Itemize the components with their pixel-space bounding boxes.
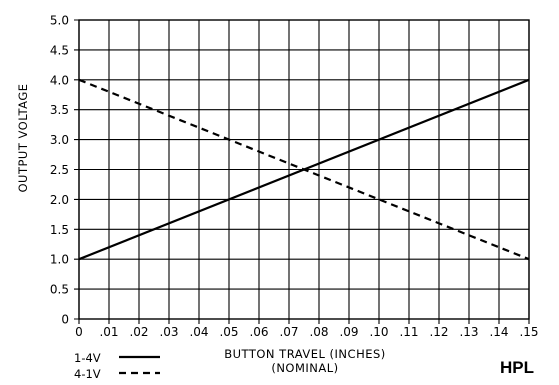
x-tick-label: .12 <box>429 325 448 339</box>
x-tick-label: .04 <box>189 325 208 339</box>
x-tick-label: .07 <box>279 325 298 339</box>
x-tick-label: .11 <box>399 325 418 339</box>
y-tick-label: 1.0 <box>50 253 69 267</box>
y-tick-label: 5.0 <box>50 14 69 28</box>
x-tick-label: .03 <box>159 325 178 339</box>
x-axis-title: BUTTON TRAVEL (INCHES) <box>224 347 386 361</box>
y-tick-label: 2.0 <box>50 193 69 207</box>
legend: 1-4V 4-1V <box>74 351 160 381</box>
x-tick-label: .08 <box>309 325 328 339</box>
x-tick-label: .05 <box>219 325 238 339</box>
y-tick-label: 4.5 <box>50 43 69 57</box>
series-line-4-1v <box>78 78 530 261</box>
x-tick-label: .06 <box>249 325 268 339</box>
x-tick-label: .13 <box>459 325 478 339</box>
y-axis-title: OUTPUT VOLTAGE <box>16 83 30 192</box>
grid <box>74 19 530 324</box>
y-tick-label: 4.0 <box>50 73 69 87</box>
y-tick-label: 2.5 <box>50 163 69 177</box>
x-tick-labels: 0 .01 .02 .03 .04 .05 .06 .07 .08 .09 .10 .11 .12 .13… <box>75 325 538 339</box>
x-axis-subtitle: (NOMINAL) <box>271 361 338 375</box>
x-tick-label: .10 <box>369 325 388 339</box>
y-tick-label: 0 <box>61 313 69 327</box>
y-tick-label: 3.5 <box>50 103 69 117</box>
plot-frame <box>78 19 530 320</box>
x-tick-label: .01 <box>99 325 118 339</box>
brand-logo-text: HPL <box>500 358 534 377</box>
x-tick-label: .02 <box>129 325 148 339</box>
x-tick-label: 0 <box>75 325 83 339</box>
y-tick-label: 3.0 <box>50 133 69 147</box>
x-tick-label: .14 <box>489 325 508 339</box>
y-tick-labels: 0 0.5 1.0 1.5 2.0 2.5 3.0 3.5 4.0 4.5 5.0 <box>50 14 69 327</box>
y-tick-label: 0.5 <box>50 283 69 297</box>
legend-label-1-4v: 1-4V <box>74 351 101 365</box>
legend-label-4-1v: 4-1V <box>74 367 101 381</box>
y-tick-label: 1.5 <box>50 223 69 237</box>
x-tick-label: .15 <box>519 325 538 339</box>
x-tick-label: .09 <box>339 325 358 339</box>
series-lines <box>78 78 530 261</box>
